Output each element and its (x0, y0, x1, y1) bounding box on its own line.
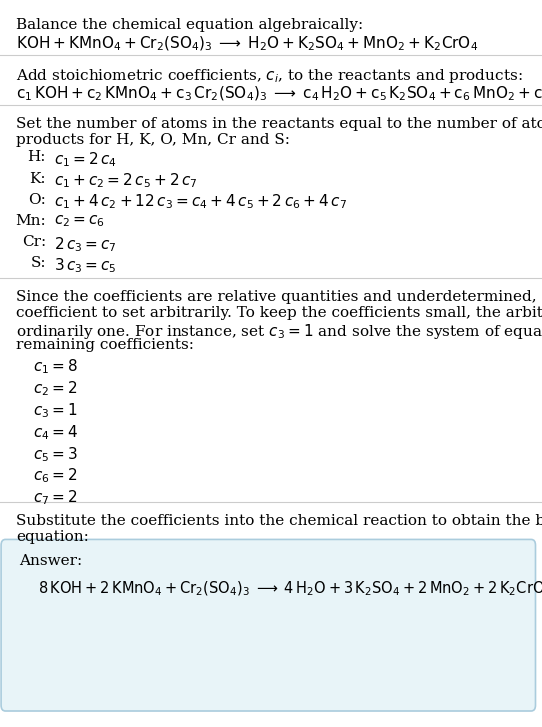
Text: $3\,c_3 = c_5$: $3\,c_3 = c_5$ (54, 256, 117, 275)
Text: remaining coefficients:: remaining coefficients: (16, 338, 194, 352)
Text: $c_1+c_2 = 2\,c_5+2\,c_7$: $c_1+c_2 = 2\,c_5+2\,c_7$ (54, 172, 198, 190)
Text: ordinarily one. For instance, set $c_3 = 1$ and solve the system of equations fo: ordinarily one. For instance, set $c_3 =… (16, 322, 542, 341)
Text: $c_2 = c_6$: $c_2 = c_6$ (54, 214, 105, 230)
Text: Mn:: Mn: (15, 214, 46, 228)
Text: H:: H: (28, 150, 46, 164)
Text: Set the number of atoms in the reactants equal to the number of atoms in the: Set the number of atoms in the reactants… (16, 117, 542, 131)
Text: Balance the chemical equation algebraically:: Balance the chemical equation algebraica… (16, 18, 364, 32)
Text: Add stoichiometric coefficients, $c_i$, to the reactants and products:: Add stoichiometric coefficients, $c_i$, … (16, 67, 523, 85)
Text: S:: S: (30, 256, 46, 270)
Text: $c_1 = 8$: $c_1 = 8$ (33, 358, 78, 377)
Text: Answer:: Answer: (19, 554, 82, 568)
Text: Since the coefficients are relative quantities and underdetermined, choose a: Since the coefficients are relative quan… (16, 290, 542, 304)
Text: $\mathrm{c_1\,KOH+c_2\,KMnO_4+c_3\,Cr_2(SO_4)_3 \;\longrightarrow\; c_4\,H_2O+c_: $\mathrm{c_1\,KOH+c_2\,KMnO_4+c_3\,Cr_2(… (16, 84, 542, 103)
Text: $c_6 = 2$: $c_6 = 2$ (33, 467, 77, 486)
Text: $c_1 = 2\,c_4$: $c_1 = 2\,c_4$ (54, 150, 117, 169)
Text: $c_2 = 2$: $c_2 = 2$ (33, 379, 77, 398)
FancyBboxPatch shape (1, 539, 535, 711)
Text: Cr:: Cr: (22, 235, 46, 249)
Text: Substitute the coefficients into the chemical reaction to obtain the balanced: Substitute the coefficients into the che… (16, 514, 542, 528)
Text: $c_3 = 1$: $c_3 = 1$ (33, 401, 77, 420)
Text: $2\,c_3 = c_7$: $2\,c_3 = c_7$ (54, 235, 117, 254)
Text: products for H, K, O, Mn, Cr and S:: products for H, K, O, Mn, Cr and S: (16, 133, 291, 147)
Text: coefficient to set arbitrarily. To keep the coefficients small, the arbitrary va: coefficient to set arbitrarily. To keep … (16, 306, 542, 320)
Text: $\mathrm{KOH+KMnO_4+Cr_2(SO_4)_3 \;\longrightarrow\; H_2O+K_2SO_4+MnO_2+K_2CrO_4: $\mathrm{KOH+KMnO_4+Cr_2(SO_4)_3 \;\long… (16, 35, 479, 53)
Text: O:: O: (28, 193, 46, 206)
Text: $c_7 = 2$: $c_7 = 2$ (33, 489, 77, 507)
Text: $c_4 = 4$: $c_4 = 4$ (33, 423, 78, 442)
Text: $c_5 = 3$: $c_5 = 3$ (33, 445, 78, 464)
Text: $c_1+4\,c_2+12\,c_3 = c_4+4\,c_5+2\,c_6+4\,c_7$: $c_1+4\,c_2+12\,c_3 = c_4+4\,c_5+2\,c_6+… (54, 193, 347, 212)
Text: K:: K: (29, 172, 46, 185)
Text: $\mathrm{8\,KOH+2\,KMnO_4+Cr_2(SO_4)_3 \;\longrightarrow\; 4\,H_2O+3\,K_2SO_4+2\: $\mathrm{8\,KOH+2\,KMnO_4+Cr_2(SO_4)_3 \… (38, 579, 542, 598)
Text: equation:: equation: (16, 530, 89, 544)
